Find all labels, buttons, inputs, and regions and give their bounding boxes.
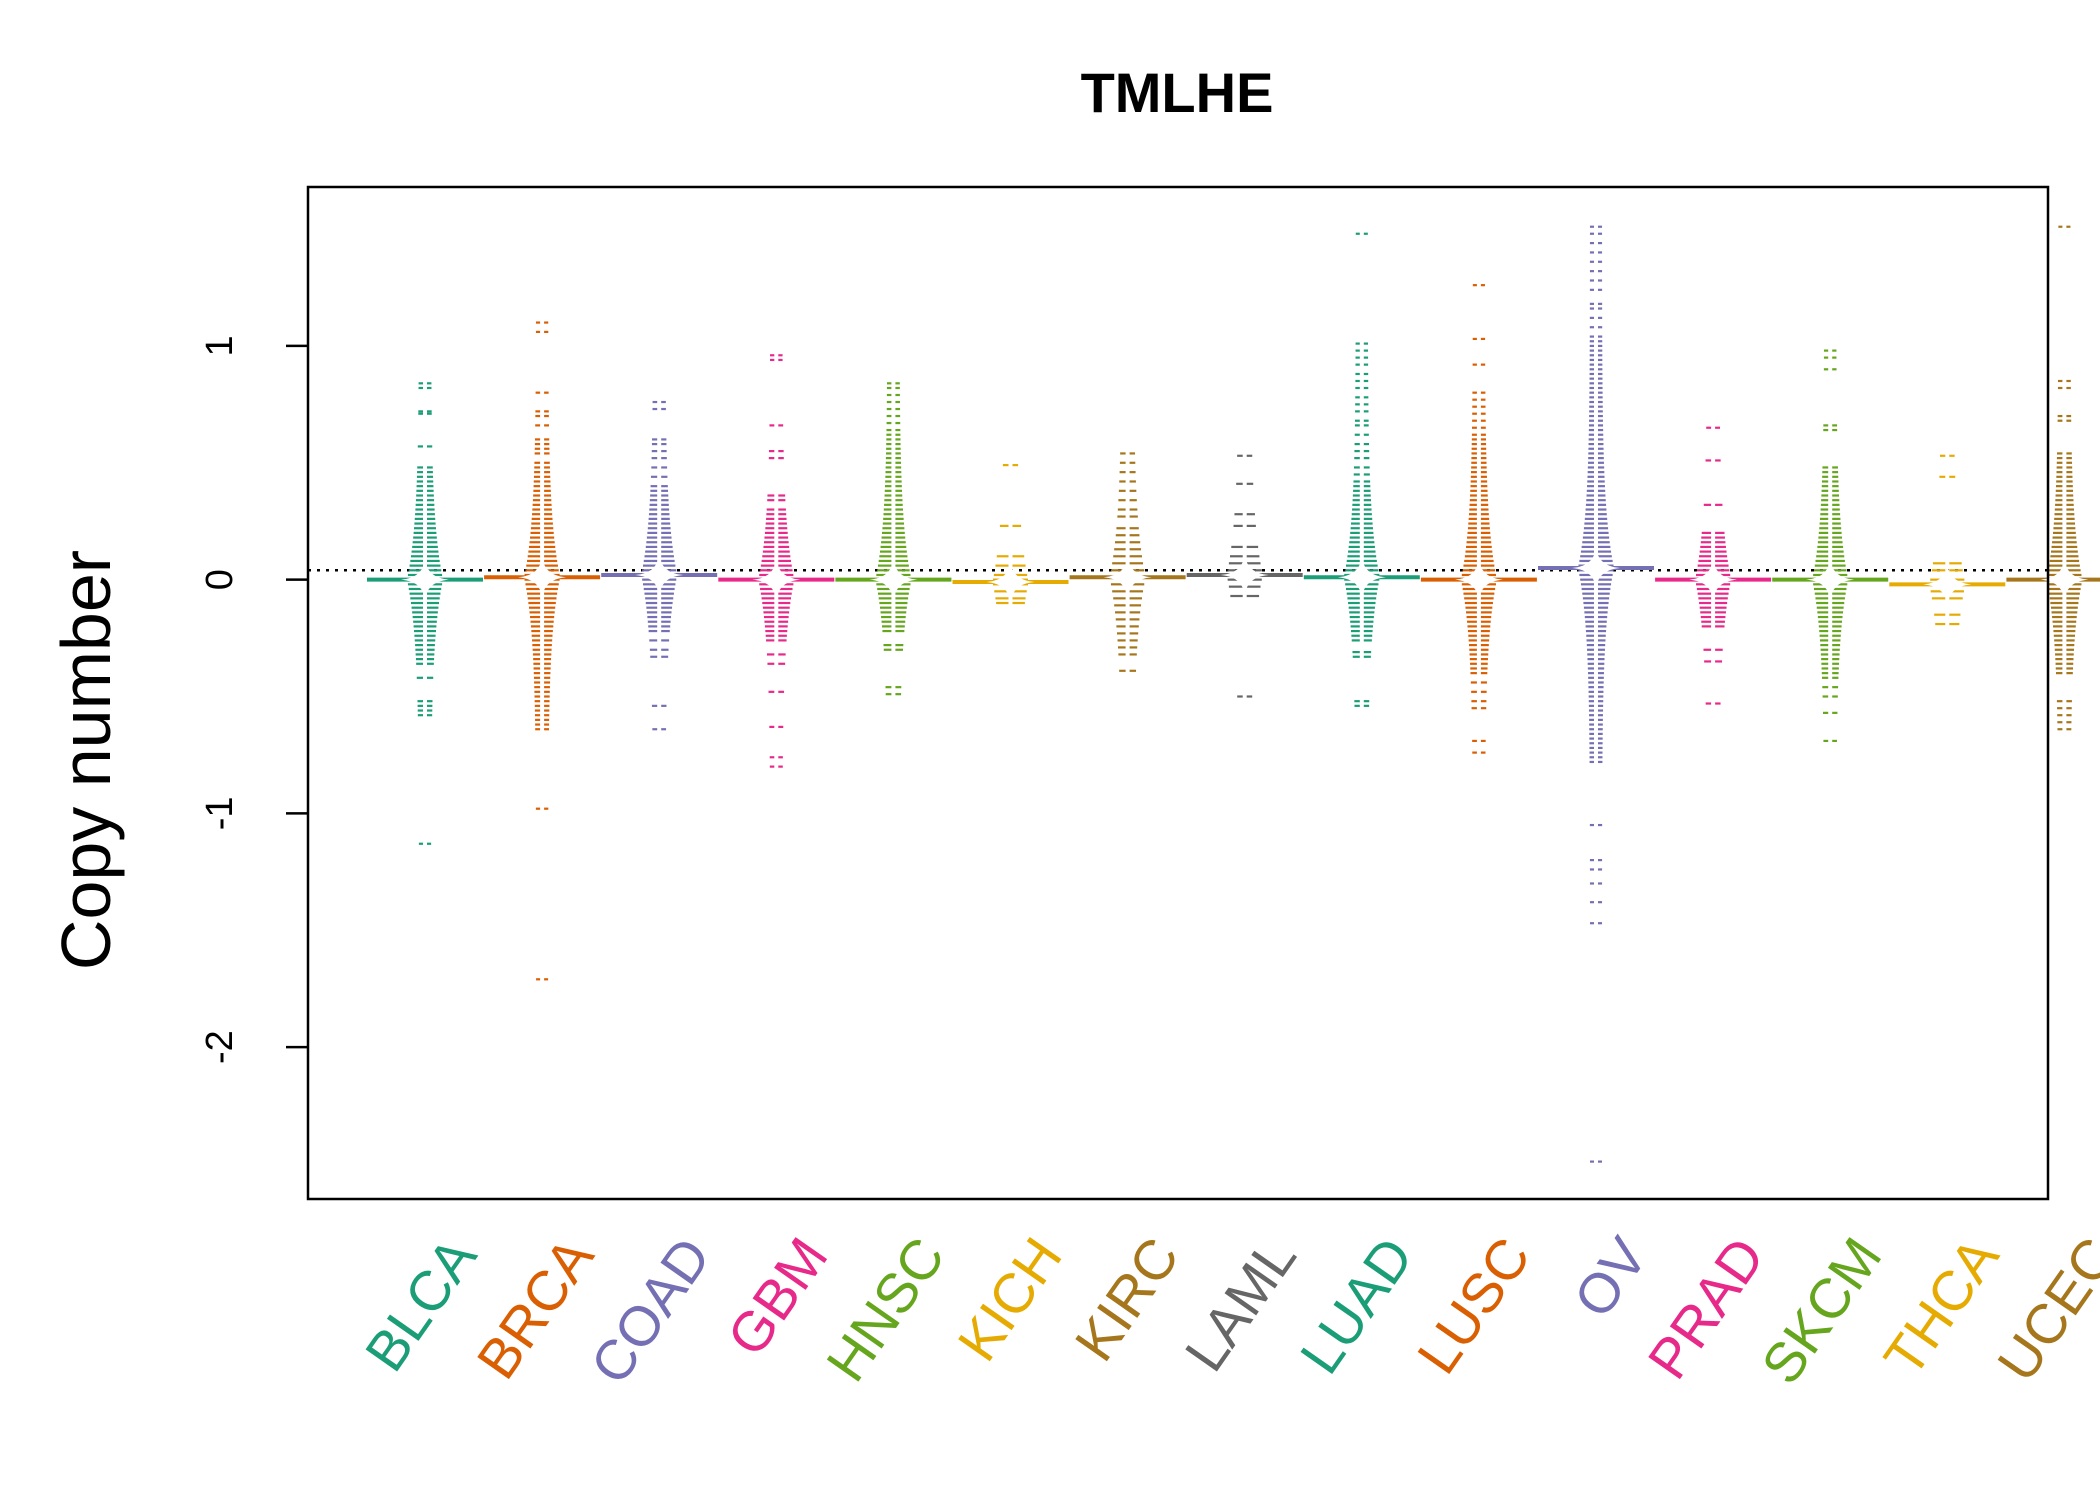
category-gbm bbox=[718, 354, 835, 768]
plot-frame bbox=[306, 185, 2050, 1201]
category-kirc bbox=[1069, 452, 1186, 672]
y-tick-label: -2 bbox=[199, 1030, 241, 1064]
y-tick-label: -1 bbox=[199, 796, 241, 830]
median-marker bbox=[1923, 560, 1972, 609]
x-category-label-luad: LUAD bbox=[1288, 1226, 1425, 1385]
x-category-label-ucec: UCEC bbox=[1985, 1226, 2100, 1392]
x-category-label-brca: BRCA bbox=[464, 1226, 605, 1390]
y-axis: -2 -1 0 1 bbox=[199, 335, 308, 1064]
category-luad bbox=[1303, 232, 1420, 707]
median-marker bbox=[1337, 553, 1386, 602]
median-marker bbox=[869, 555, 918, 604]
median-marker bbox=[401, 555, 449, 604]
category-coad bbox=[601, 400, 718, 731]
x-category-label-ov: OV bbox=[1561, 1226, 1659, 1329]
x-category-label-skcm: SKCM bbox=[1749, 1226, 1893, 1395]
median-marker bbox=[2040, 555, 2089, 604]
x-category-label-prad: PRAD bbox=[1635, 1226, 1776, 1390]
median-marker bbox=[1103, 553, 1152, 602]
y-axis-label: Copy number bbox=[47, 550, 125, 970]
median-marker bbox=[1806, 555, 1855, 604]
category-thca bbox=[1889, 454, 2006, 626]
category-ucec bbox=[2006, 225, 2100, 731]
y-tick-label: 0 bbox=[199, 569, 241, 590]
category-prad bbox=[1655, 426, 1772, 705]
x-category-label-kich: KICH bbox=[945, 1226, 1073, 1372]
x-category-label-blca: BLCA bbox=[353, 1226, 489, 1382]
category-hnsc bbox=[835, 382, 952, 696]
median-marker bbox=[1572, 543, 1620, 592]
category-blca bbox=[367, 382, 483, 845]
median-marker bbox=[1689, 555, 1738, 604]
y-tick-label: 1 bbox=[199, 335, 241, 356]
chart-title: TMLHE bbox=[1081, 61, 1274, 124]
median-marker bbox=[1220, 550, 1269, 599]
x-category-label-laml: LAML bbox=[1172, 1226, 1308, 1382]
median-marker bbox=[1454, 555, 1503, 604]
category-skcm bbox=[1772, 349, 1889, 743]
x-category-label-hnsc: HNSC bbox=[814, 1226, 957, 1392]
median-marker bbox=[986, 557, 1035, 606]
x-category-label-kirc: KIRC bbox=[1062, 1226, 1190, 1372]
category-kich bbox=[952, 464, 1069, 606]
median-marker bbox=[518, 553, 567, 602]
median-marker bbox=[752, 555, 801, 604]
category-lusc bbox=[1420, 284, 1537, 754]
x-category-label-coad: COAD bbox=[578, 1226, 722, 1395]
plot-area bbox=[308, 225, 2100, 1163]
category-laml bbox=[1186, 454, 1303, 698]
median-marker bbox=[635, 550, 684, 599]
x-category-label-thca: THCA bbox=[1871, 1226, 2010, 1388]
x-category-label-lusc: LUSC bbox=[1405, 1226, 1542, 1385]
category-ov bbox=[1538, 225, 1654, 1163]
category-brca bbox=[484, 321, 601, 981]
